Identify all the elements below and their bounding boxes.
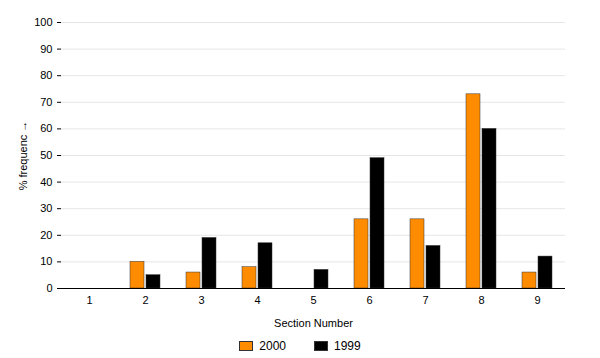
svg-text:30: 30 (40, 202, 52, 214)
svg-text:4: 4 (254, 294, 260, 306)
html-text:2000: 2000 (259, 339, 286, 353)
svg-text:20: 20 (40, 229, 52, 241)
svg-text:90: 90 (40, 43, 52, 55)
html-text:1999: 1999 (334, 339, 361, 353)
svg-text:9: 9 (534, 294, 540, 306)
svg-text:6: 6 (366, 294, 372, 306)
svg-text:Section Number: Section Number (274, 317, 353, 329)
svg-text:60: 60 (40, 122, 52, 134)
svg-text:7: 7 (422, 294, 428, 306)
svg-text:40: 40 (40, 176, 52, 188)
svg-text:% frequenc →: % frequenc → (17, 121, 29, 191)
svg-text:10: 10 (40, 255, 52, 267)
svg-text:70: 70 (40, 96, 52, 108)
svg-text:2: 2 (142, 294, 148, 306)
svg-text:3: 3 (198, 294, 204, 306)
svg-text:100: 100 (34, 16, 52, 28)
svg-text:5: 5 (310, 294, 316, 306)
svg-text:0: 0 (46, 282, 52, 294)
svg-text:1: 1 (86, 294, 92, 306)
svg-text:8: 8 (478, 294, 484, 306)
svg-text:50: 50 (40, 149, 52, 161)
svg-text:80: 80 (40, 69, 52, 81)
